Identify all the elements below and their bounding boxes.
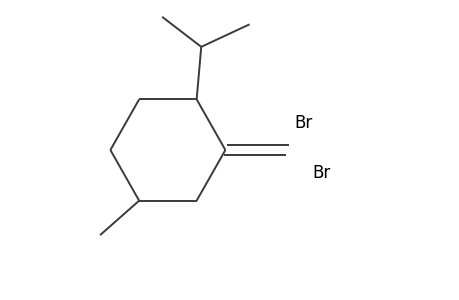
- Text: Br: Br: [312, 164, 330, 181]
- Text: Br: Br: [294, 114, 312, 132]
